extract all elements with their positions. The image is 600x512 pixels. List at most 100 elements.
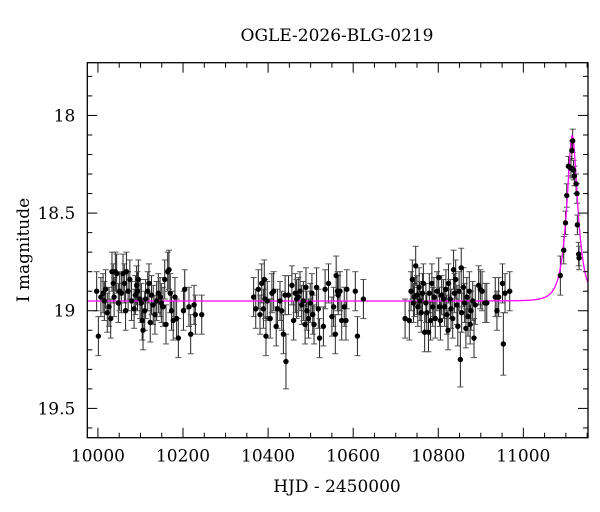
data-point [436,304,443,310]
data-point [273,323,279,330]
data-point [113,270,120,277]
data-point [118,290,125,296]
data-point [180,308,187,314]
data-point [576,255,582,261]
data-point [402,315,408,322]
data-point [302,321,308,328]
data-point [250,294,257,300]
data-point [423,300,429,306]
data-point [465,313,471,320]
data-point [295,294,302,300]
data-point [448,306,454,312]
data-point [138,300,145,306]
data-point [192,311,199,318]
data-point [329,313,335,320]
data-point [344,286,350,292]
plot-frame [86,62,589,439]
data-point [297,288,303,294]
data-point [93,288,100,294]
data-point [311,321,317,328]
data-point [445,280,452,287]
data-point [337,288,343,294]
data-point [253,306,259,312]
data-point [106,304,112,310]
data-point [257,311,263,318]
data-point [573,181,579,187]
data-point [455,323,461,330]
x-tick-label: 10800 [411,447,465,467]
data-point [134,288,141,294]
data-point [569,138,576,144]
data-point [199,311,205,318]
data-point [259,280,265,287]
data-point [354,333,361,339]
data-point [419,290,426,296]
data-point [163,321,169,328]
x-tick-label: 11000 [496,447,550,467]
data-point [575,251,582,257]
x-tick-label: 10400 [241,447,295,467]
data-point [107,315,114,322]
data-point [451,290,458,296]
data-point [330,304,337,310]
data-point [100,290,106,296]
y-tick-label: 18.5 [37,204,75,224]
data-point [466,288,473,294]
data-point [440,296,447,302]
data-point [95,333,102,339]
data-point [173,315,180,322]
data-point [110,280,116,287]
y-tick-label: 19.5 [37,399,75,419]
data-point [441,304,448,310]
data-point [274,306,281,312]
data-point [315,306,321,312]
data-point [409,276,416,283]
data-point [270,288,277,294]
data-point [450,267,457,273]
model-curve-group [87,134,589,302]
data-point [457,356,464,363]
data-point [150,302,156,308]
data-point [139,317,145,324]
data-point [280,331,287,337]
data-point [283,358,289,365]
data-point [430,304,436,310]
data-point [175,335,182,341]
x-axis-label: HJD - 2450000 [273,477,401,497]
error-bars [93,128,583,390]
data-point [454,302,460,308]
data-point [264,298,270,304]
data-point [562,220,569,226]
data-point [416,284,422,291]
data-point [191,302,197,308]
data-point [304,308,310,314]
data-point [426,290,433,296]
data-point [424,310,430,316]
data-point [122,308,129,314]
data-point [160,304,166,310]
data-point [255,286,262,292]
data-point [142,296,149,302]
data-point [571,173,578,179]
data-point [458,265,464,271]
data-point [338,317,345,324]
data-point [468,308,474,314]
data-point [133,282,140,289]
y-tick-label: 19 [54,302,76,322]
data-point [292,290,299,296]
data-point [131,306,137,312]
data-point [494,308,500,314]
data-point [167,290,173,296]
data-point [461,300,468,306]
data-point [101,298,108,304]
data-point [333,272,339,279]
data-point [406,317,413,324]
data-point [500,341,507,347]
data-point [140,327,146,333]
data-point [456,288,462,294]
data-point [325,280,332,287]
data-point [115,300,122,306]
data-point [413,263,419,269]
data-point [277,298,283,304]
